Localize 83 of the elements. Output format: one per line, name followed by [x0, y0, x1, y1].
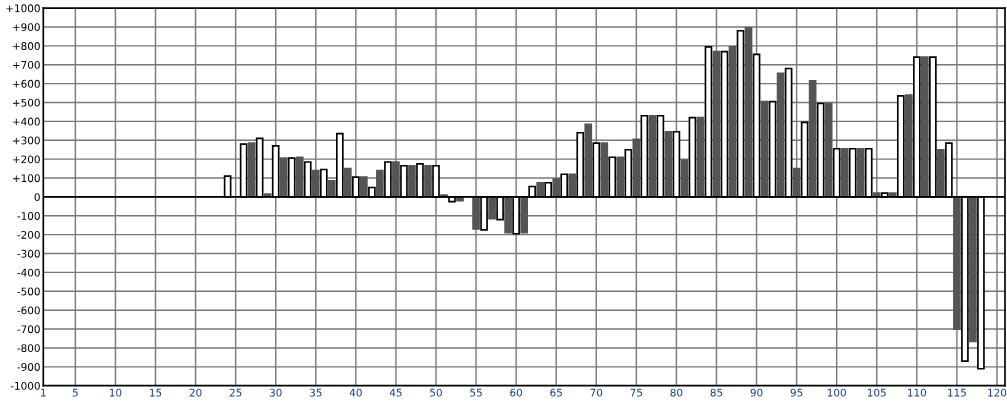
y-tick-label: +1000 [6, 4, 40, 13]
y-tick-label: -100 [17, 212, 40, 220]
x-tick-label: 110 [908, 388, 927, 397]
bar [744, 27, 753, 198]
bar [824, 102, 833, 198]
bar [311, 169, 320, 198]
bar [616, 156, 625, 198]
bar [840, 147, 849, 198]
bar [584, 123, 593, 198]
x-tick-label: 20 [189, 388, 202, 397]
y-tick-label: -700 [17, 325, 40, 334]
y-tick-label: -500 [17, 287, 40, 296]
x-tick-label: 35 [309, 388, 322, 397]
bar [408, 164, 416, 198]
x-tick-label: 85 [710, 388, 723, 397]
bar [488, 196, 496, 220]
y-tick-label: +700 [13, 60, 40, 69]
bar [568, 173, 577, 198]
x-tick-label: 100 [827, 388, 846, 397]
bar [808, 79, 817, 198]
bar [728, 45, 737, 198]
bar [776, 72, 785, 198]
y-tick-label: +400 [13, 117, 40, 126]
bar [343, 167, 352, 198]
bar [969, 196, 977, 343]
y-tick-label: 0 [34, 193, 40, 202]
x-tick-label: 60 [510, 388, 523, 397]
bar [295, 156, 304, 198]
x-tick-label: 55 [470, 388, 482, 397]
bar [937, 148, 945, 198]
bar [392, 161, 400, 198]
y-tick-label: -800 [17, 344, 40, 353]
x-tick-label: 40 [349, 388, 362, 397]
bar [600, 142, 609, 198]
bar [520, 196, 528, 234]
y-tick-label: -900 [17, 363, 40, 371]
x-tick-label: 10 [109, 388, 122, 397]
bar [904, 94, 913, 198]
y-tick-label: +800 [13, 42, 40, 50]
bar [648, 114, 657, 198]
bar [856, 147, 865, 198]
y-tick-label: -300 [17, 249, 40, 258]
x-tick-label: 1 [41, 388, 46, 397]
bar [472, 196, 480, 230]
x-tick-label: 25 [229, 388, 242, 397]
y-tick-label: +200 [13, 155, 40, 164]
bar [632, 138, 641, 198]
y-tick-label: -1000 [10, 381, 40, 390]
x-tick-label: 5 [72, 388, 78, 397]
bar [712, 50, 721, 198]
x-tick-label: 70 [590, 388, 603, 397]
bar [279, 157, 288, 198]
bar [536, 181, 545, 198]
y-tick-label: +900 [13, 23, 40, 32]
x-tick-label: 80 [670, 388, 683, 397]
y-tick-label: -400 [17, 268, 40, 277]
x-tick-label: 15 [150, 388, 162, 397]
y-tick-label: -200 [17, 230, 40, 239]
y-tick-label: +100 [13, 174, 40, 183]
x-tick-label: 90 [750, 388, 763, 397]
bar [760, 100, 769, 198]
y-tick-label: +500 [13, 98, 40, 107]
bar [360, 176, 368, 198]
bar [921, 56, 929, 198]
bar [247, 142, 256, 198]
y-tick-label: +600 [13, 79, 40, 88]
x-tick-label: 30 [269, 388, 282, 397]
bar [953, 196, 961, 330]
x-tick-label: 105 [867, 388, 886, 397]
bar [376, 169, 384, 198]
bar [424, 164, 432, 198]
x-tick-label: 45 [389, 388, 402, 397]
y-tick-label: -600 [17, 306, 40, 315]
x-tick-label: 95 [790, 388, 803, 397]
y-tick-label: +300 [13, 136, 40, 145]
x-tick-label: 120 [988, 388, 1007, 397]
bar [504, 196, 512, 234]
bar [552, 178, 561, 198]
x-tick-label: 75 [630, 388, 643, 397]
x-tick-label: 50 [430, 388, 442, 397]
x-tick-label: 65 [550, 388, 562, 397]
bar [327, 180, 336, 198]
x-tick-label: 115 [948, 388, 966, 397]
